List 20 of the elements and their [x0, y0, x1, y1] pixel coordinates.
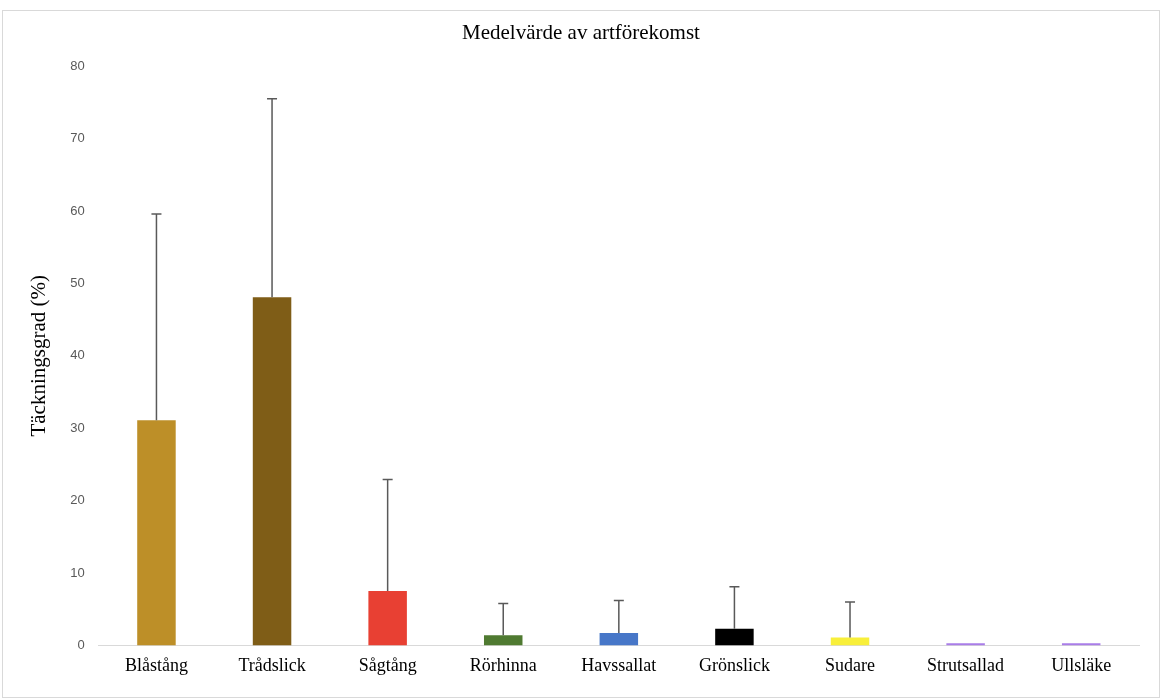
y-tick-label: 60 [70, 202, 85, 218]
y-tick-label: 0 [77, 636, 85, 652]
x-tick-label: Rörhinna [469, 654, 537, 675]
y-tick-label: 30 [70, 419, 85, 435]
x-tick-label: Ullsläke [1051, 654, 1112, 675]
x-tick-label: Strutsallad [927, 654, 1005, 675]
x-tick-label: Trådslick [238, 654, 306, 675]
y-axis-title: Täckningsgrad (%) [26, 275, 51, 437]
x-tick-label: Grönslick [698, 654, 770, 675]
x-tick-label: Sågtång [358, 654, 417, 675]
chart-title: Medelvärde av artförekomst [462, 20, 701, 45]
x-tick-label: Havssallat [581, 654, 657, 675]
y-tick-label: 80 [70, 57, 85, 73]
y-tick-label: 70 [70, 130, 85, 146]
y-tick-label: 50 [70, 274, 85, 290]
x-tick-label: Blåstång [124, 654, 188, 675]
x-tick-label: Sudare [825, 654, 876, 675]
y-tick-label: 40 [70, 347, 85, 363]
y-tick-label: 10 [70, 564, 85, 580]
y-tick-label: 20 [70, 492, 85, 508]
